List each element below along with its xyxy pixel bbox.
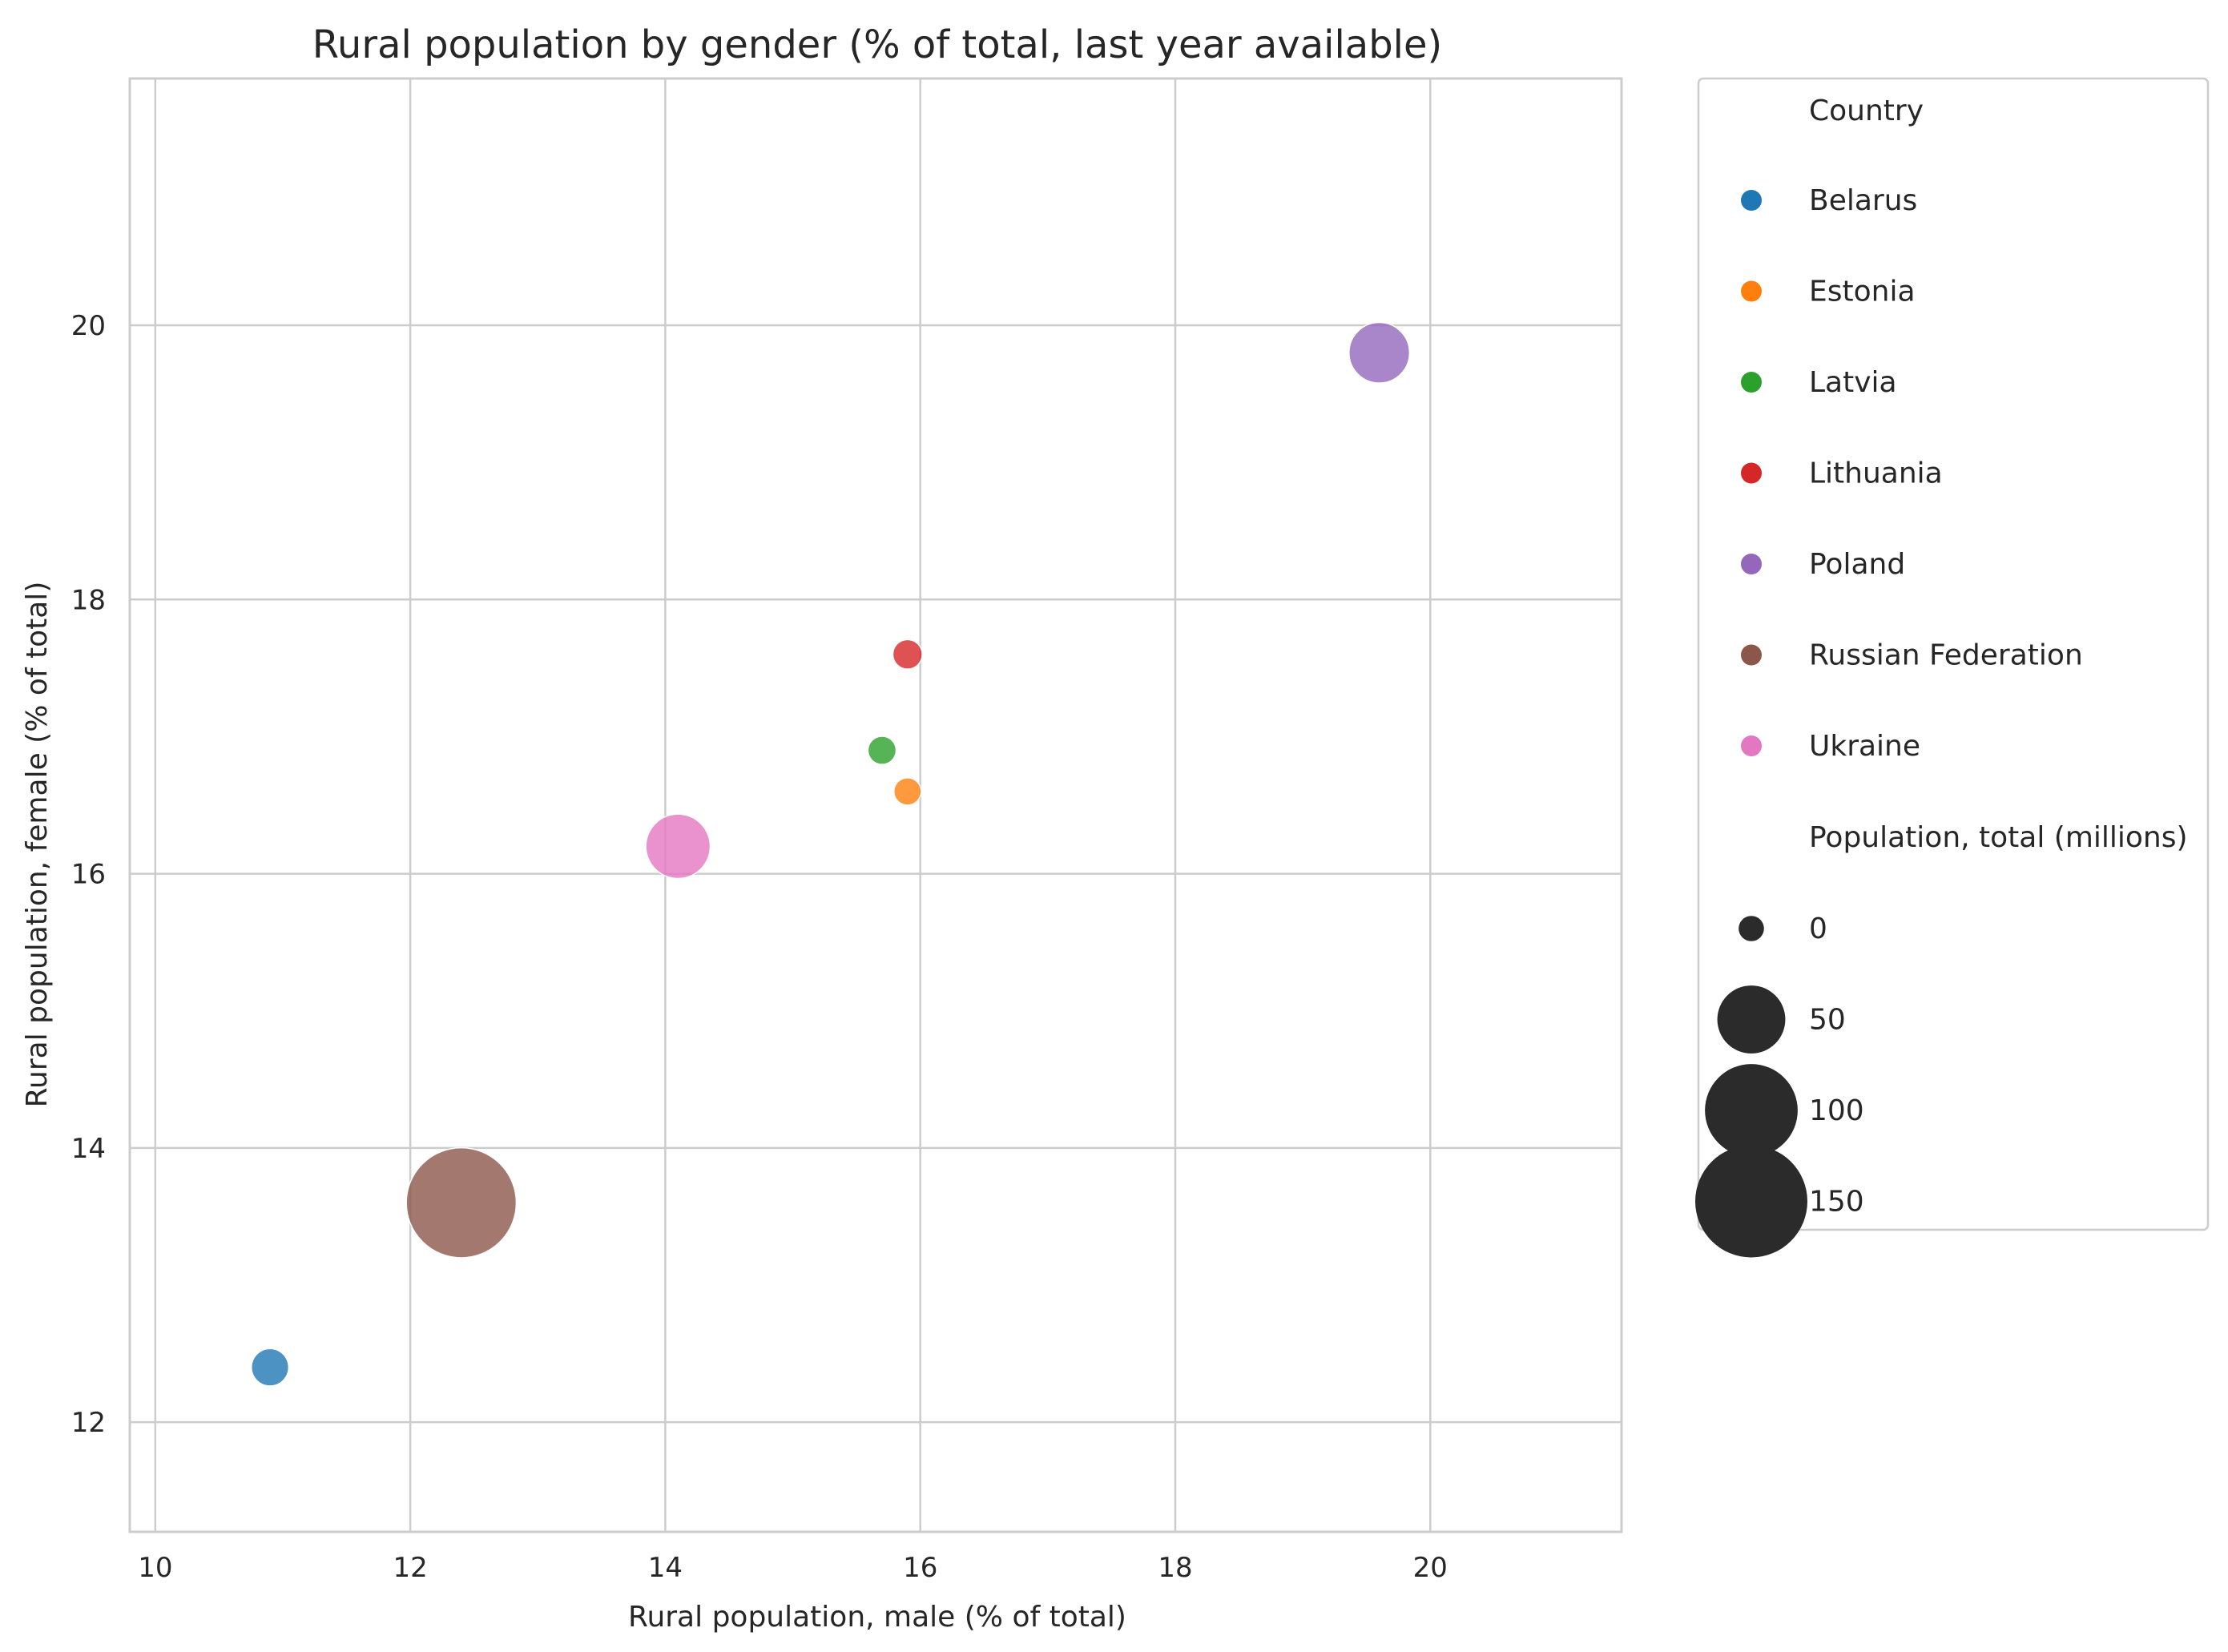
legend-size-label: 50 — [1809, 1004, 1846, 1037]
legend-label: Lithuania — [1809, 457, 1943, 490]
legend-label: Ukraine — [1809, 730, 1920, 763]
x-tick-label: 18 — [1158, 1552, 1192, 1584]
legend-size-entries: 0 50 100 150 — [1695, 913, 1864, 1258]
y-tick-label: 14 — [71, 1133, 106, 1165]
point-estonia — [892, 777, 922, 806]
legend-box — [1697, 77, 2210, 1231]
legend-size-marker — [1705, 1064, 1798, 1157]
legend-marker — [1741, 372, 1762, 393]
legend-size-label: 150 — [1809, 1186, 1864, 1219]
y-tick-label: 16 — [71, 859, 106, 891]
legend-label: Poland — [1809, 548, 1905, 581]
point-lithuania — [892, 639, 923, 670]
x-tick-label: 20 — [1413, 1552, 1448, 1584]
x-tick-label: 12 — [393, 1552, 427, 1584]
point-russian-federation — [405, 1146, 518, 1259]
legend-marker — [1741, 554, 1762, 574]
legend: Country Belarus Estonia Latvia Lithuania Pol… — [1695, 77, 2210, 1258]
point-belarus — [251, 1348, 290, 1387]
x-axis-label: Rural population, male (% of total) — [628, 1601, 1126, 1634]
legend-marker — [1741, 644, 1762, 666]
legend-size-marker — [1738, 916, 1764, 941]
y-axis-ticks: 12 14 16 18 20 — [71, 310, 106, 1439]
legend-label: Russian Federation — [1809, 639, 2083, 672]
legend-size-marker — [1717, 985, 1786, 1054]
chart-title: Rural population by gender (% of total, … — [312, 22, 1443, 67]
legend-size-marker — [1695, 1145, 1807, 1258]
grid — [130, 79, 1622, 1532]
point-poland — [1348, 321, 1411, 384]
point-latvia — [867, 735, 897, 765]
legend-size-label: 100 — [1809, 1094, 1864, 1127]
x-tick-label: 10 — [138, 1552, 172, 1584]
y-tick-label: 12 — [71, 1407, 106, 1439]
legend-country-entries: Belarus Estonia Latvia Lithuania Poland Russi… — [1741, 184, 2083, 763]
legend-marker — [1741, 190, 1762, 211]
legend-size-label: 0 — [1809, 913, 1827, 945]
legend-label: Belarus — [1809, 184, 1917, 217]
point-ukraine — [645, 813, 711, 880]
x-tick-label: 14 — [648, 1552, 683, 1584]
y-tick-label: 20 — [71, 310, 106, 342]
legend-marker — [1741, 280, 1762, 302]
y-axis-label: Rural population, female (% of total) — [21, 582, 54, 1108]
legend-marker — [1741, 735, 1762, 756]
x-axis-ticks: 10 12 14 16 18 20 — [138, 1552, 1448, 1584]
legend-marker — [1741, 462, 1762, 484]
data-points — [251, 321, 1411, 1387]
legend-size-title: Population, total (millions) — [1809, 821, 2188, 854]
y-tick-label: 18 — [71, 584, 106, 616]
legend-label: Latvia — [1809, 366, 1897, 399]
x-tick-label: 16 — [903, 1552, 937, 1584]
legend-label: Estonia — [1809, 276, 1916, 308]
plot-area — [128, 77, 1623, 1533]
legend-hue-title: Country — [1809, 95, 1924, 127]
